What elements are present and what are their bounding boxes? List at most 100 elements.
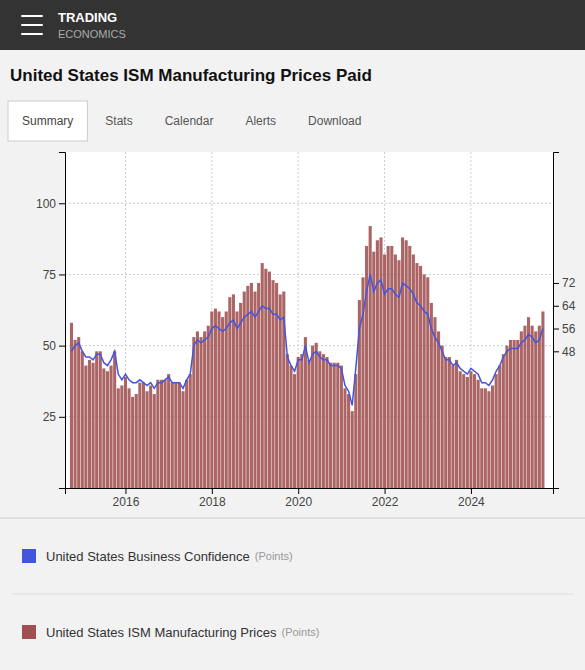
- bar: [343, 388, 346, 488]
- y-axis: 255075100: [36, 153, 66, 489]
- bar: [502, 354, 505, 488]
- bar: [185, 380, 188, 488]
- bar: [160, 380, 163, 488]
- bar: [477, 380, 480, 488]
- bar: [351, 411, 354, 488]
- bar: [217, 311, 220, 488]
- bar: [426, 277, 429, 488]
- bar: [369, 226, 372, 488]
- tab-label[interactable]: Calendar: [165, 114, 214, 128]
- bar: [99, 351, 102, 488]
- bar: [102, 368, 105, 488]
- bar: [81, 351, 84, 488]
- legend-unit: (Points): [282, 626, 320, 638]
- bar: [88, 360, 91, 488]
- title: United States ISM Manufacturing Prices P…: [10, 66, 372, 85]
- menu-icon[interactable]: [22, 15, 42, 17]
- header: TRADING ECONOMICS: [0, 0, 585, 50]
- bar: [408, 246, 411, 488]
- bar: [523, 326, 526, 488]
- bar: [261, 263, 264, 488]
- tick-mark: [59, 417, 65, 418]
- tab-label[interactable]: Alerts: [245, 114, 276, 128]
- legend-swatch: [22, 549, 36, 563]
- bar: [462, 374, 465, 488]
- bar: [243, 292, 246, 488]
- bar: [199, 337, 202, 488]
- tick: 2024: [458, 488, 485, 509]
- bar: [264, 269, 267, 488]
- bar: [128, 388, 131, 488]
- tick-mark: [385, 488, 386, 494]
- menu-icon[interactable]: [22, 24, 42, 26]
- bar: [498, 366, 501, 488]
- bar: [246, 286, 249, 488]
- tab-bg[interactable]: [91, 101, 146, 141]
- bar: [448, 357, 451, 488]
- brand[interactable]: TRADING: [58, 10, 117, 25]
- tab[interactable]: Stats: [91, 101, 146, 141]
- bar: [441, 346, 444, 488]
- tick-label: 2024: [458, 495, 485, 509]
- bar: [311, 346, 314, 488]
- tab-bg[interactable]: [294, 101, 375, 141]
- tab[interactable]: Calendar: [151, 101, 228, 141]
- bar: [268, 272, 271, 488]
- tick-label: 2016: [113, 495, 140, 509]
- tab[interactable]: Download: [294, 101, 375, 141]
- bar: [210, 311, 213, 488]
- bar: [146, 391, 149, 488]
- tick-mark: [298, 488, 299, 494]
- tab-label[interactable]: Stats: [105, 114, 132, 128]
- y2-axis: 48566472: [553, 153, 576, 489]
- bar: [110, 366, 113, 488]
- grid: [65, 152, 553, 488]
- legend-unit: (Points): [255, 550, 293, 562]
- legend-swatch: [22, 625, 36, 639]
- bar: [286, 354, 289, 488]
- bar: [189, 374, 192, 488]
- tab-label[interactable]: Summary: [22, 114, 73, 128]
- bar: [379, 237, 382, 488]
- tick-mark: [59, 203, 65, 204]
- bar: [390, 246, 393, 488]
- bar: [354, 374, 357, 488]
- bar: [131, 397, 134, 488]
- bar: [520, 331, 523, 488]
- grid-line: [65, 345, 553, 346]
- bar: [307, 360, 310, 488]
- brand-sub[interactable]: ECONOMICS: [58, 28, 126, 40]
- menu-icon[interactable]: [22, 33, 42, 35]
- tick: 64: [553, 299, 576, 313]
- bar: [178, 383, 181, 488]
- bar: [333, 363, 336, 488]
- bar: [405, 240, 408, 488]
- page: TRADING ECONOMICS United States ISM Manufa…: [0, 0, 585, 670]
- bar: [171, 383, 174, 488]
- tick: 2022: [372, 488, 399, 509]
- bar: [253, 292, 256, 488]
- bar: [135, 394, 138, 488]
- tab-bg[interactable]: [8, 101, 87, 141]
- tab-bg[interactable]: [231, 101, 290, 141]
- tab-label[interactable]: Download: [308, 114, 361, 128]
- tick-mark: [59, 346, 65, 347]
- bar: [214, 309, 217, 488]
- legend-entry: United States Business Confidence(Points…: [22, 549, 293, 564]
- grid-line: [65, 274, 553, 275]
- tab[interactable]: Alerts: [231, 101, 290, 141]
- tab[interactable]: Summary: [8, 101, 87, 141]
- bar: [473, 374, 476, 488]
- bar: [95, 351, 98, 488]
- bar: [149, 385, 152, 488]
- tab-bg[interactable]: [151, 101, 228, 141]
- bar: [106, 371, 109, 488]
- tick: 75: [43, 268, 65, 282]
- tick-mark: [471, 488, 472, 494]
- bar: [142, 383, 145, 488]
- axis-line: [554, 153, 560, 489]
- tick-label: 2018: [199, 495, 226, 509]
- bar: [401, 237, 404, 488]
- bar: [124, 377, 127, 488]
- tick: 56: [553, 322, 576, 336]
